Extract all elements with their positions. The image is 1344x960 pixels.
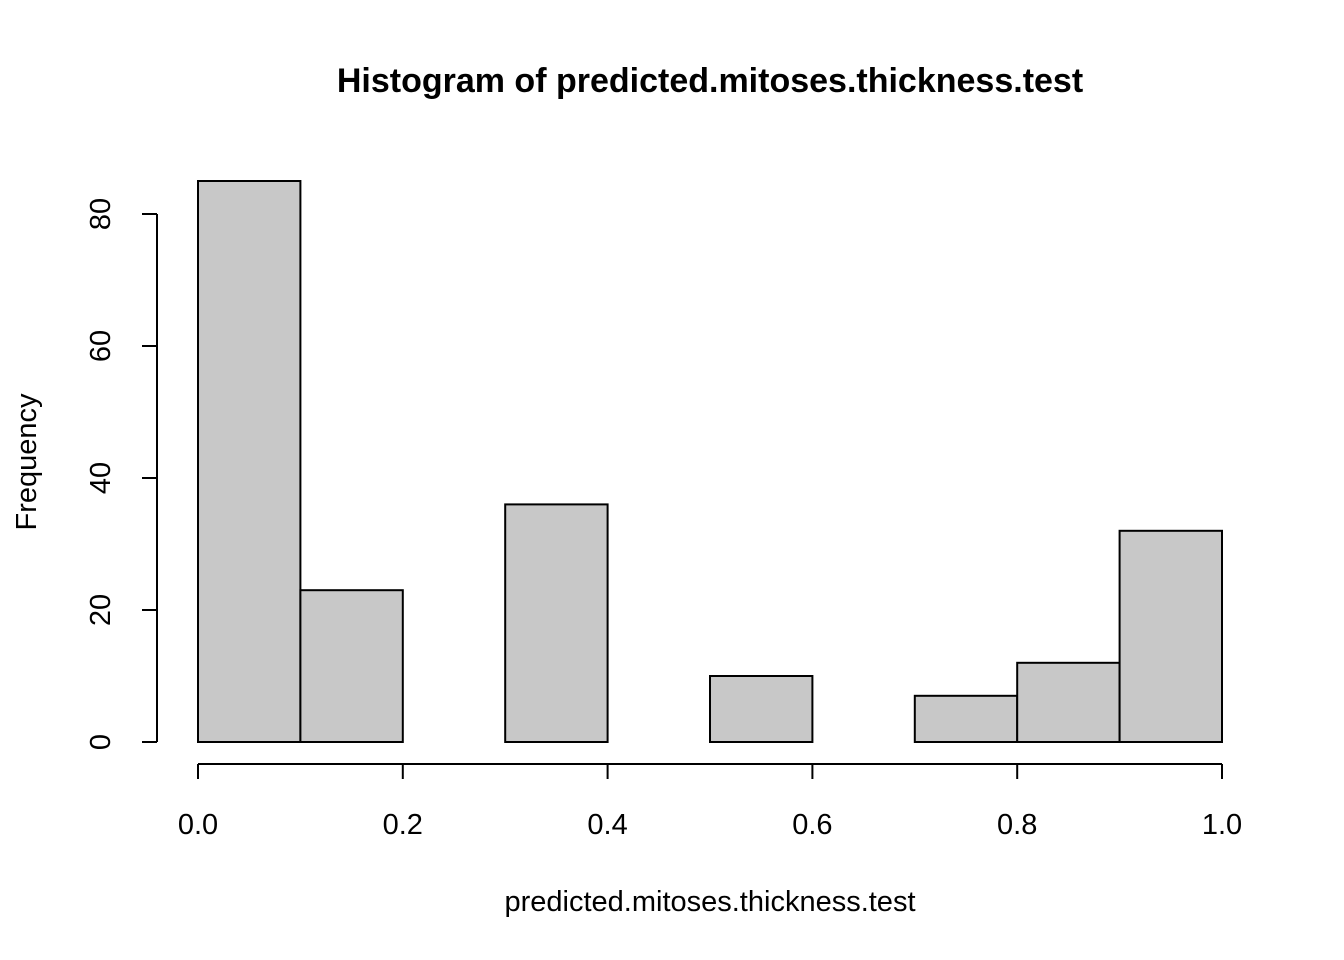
- x-axis-label: predicted.mitoses.thickness.test: [504, 886, 915, 918]
- y-axis-label: Frequency: [11, 393, 43, 531]
- x-tick-label-3: 0.6: [792, 809, 832, 841]
- x-tick-label-1: 0.2: [383, 809, 423, 841]
- y-tick-label-4: 80: [85, 198, 117, 230]
- x-tick-label-2: 0.4: [587, 809, 627, 841]
- y-tick-label-0: 0: [85, 734, 117, 750]
- histogram-bar-8: [1016, 661, 1121, 743]
- histogram-bar-3: [504, 503, 609, 743]
- histogram-bar-1: [299, 589, 404, 744]
- y-axis: 0 20 40 60 80: [85, 198, 158, 750]
- chart-title: Histogram of predicted.mitoses.thickness…: [337, 62, 1083, 100]
- y-tick-label-3: 60: [85, 330, 117, 362]
- y-tick-label-2: 40: [85, 462, 117, 494]
- histogram-bar-5: [709, 675, 814, 743]
- histogram-bar-7: [913, 694, 1019, 743]
- x-tick-label-5: 1.0: [1202, 809, 1242, 841]
- histogram-bar-9: [1118, 529, 1223, 743]
- x-tick-label-0: 0.0: [178, 809, 218, 841]
- y-tick-label-1: 20: [85, 594, 117, 626]
- histogram-bar-0: [197, 180, 302, 743]
- x-axis: 0.0 0.2 0.4 0.6 0.8 1.0: [178, 763, 1242, 841]
- bars-group: [197, 180, 1223, 744]
- x-tick-label-4: 0.8: [997, 809, 1037, 841]
